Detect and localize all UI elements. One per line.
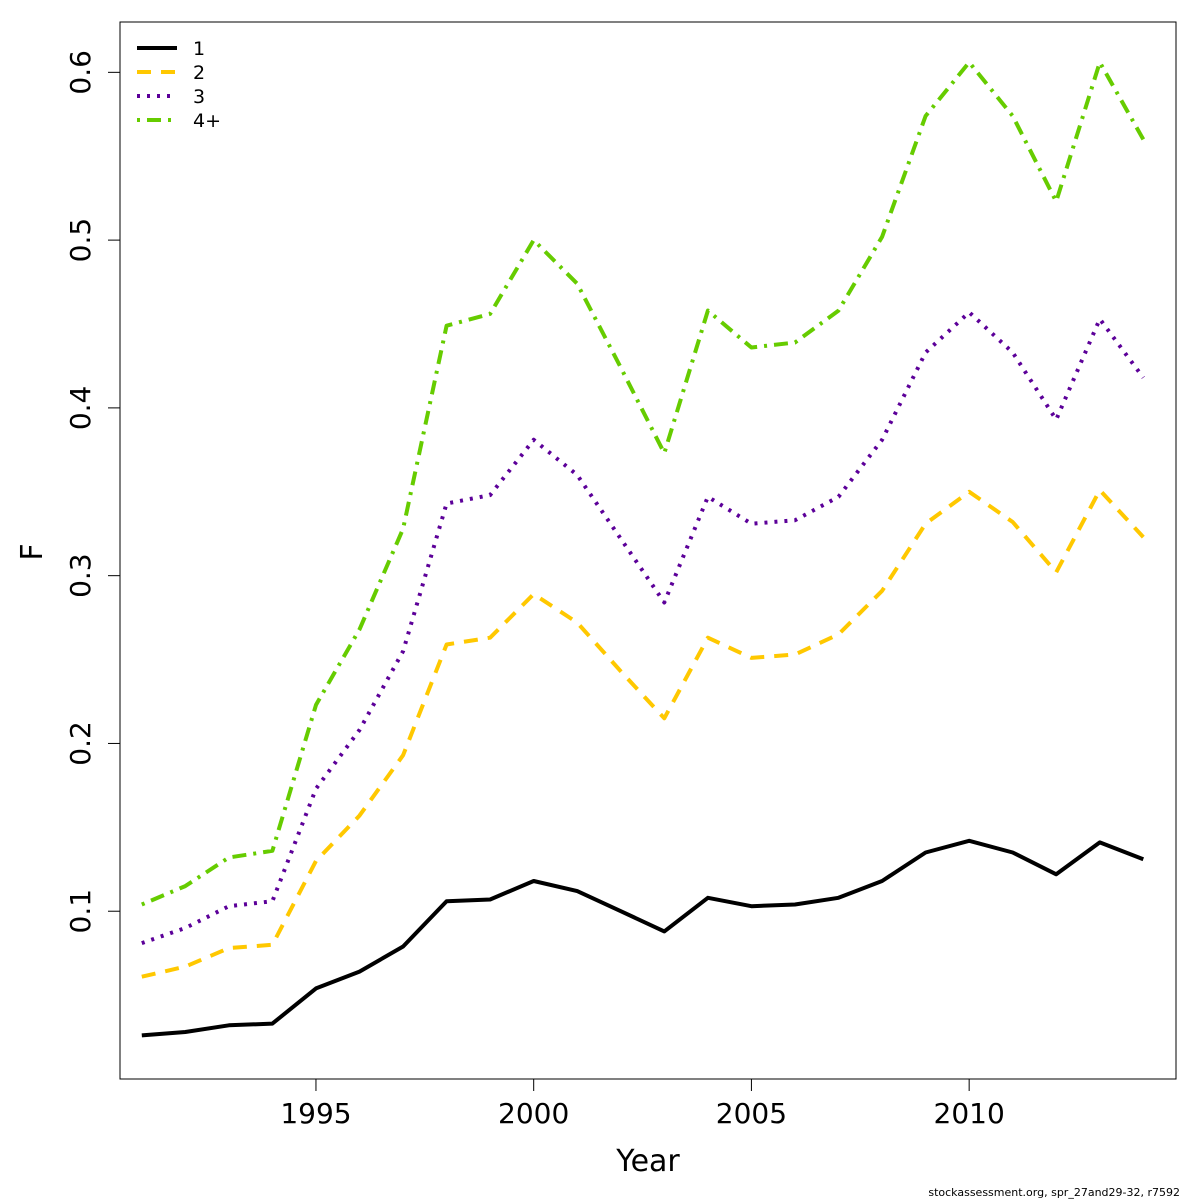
x-tick-label: 2005 <box>716 1097 787 1130</box>
x-tick-label: 2010 <box>934 1097 1005 1130</box>
y-tick-label: 0.5 <box>64 218 97 263</box>
x-axis: 1995 2000 2005 2010 <box>280 1079 1005 1130</box>
legend-label: 3 <box>193 86 205 108</box>
y-tick-label: 0.6 <box>64 50 97 95</box>
series-line-3 <box>141 310 1145 945</box>
x-axis-title: Year <box>615 1144 680 1179</box>
y-tick-label: 0.3 <box>64 553 97 598</box>
series-layer <box>141 60 1146 1038</box>
plot-frame <box>119 21 1177 1080</box>
legend-label: 2 <box>193 62 205 84</box>
x-tick-label: 2000 <box>498 1097 569 1130</box>
y-tick-label: 0.2 <box>64 721 97 766</box>
series-line-1 <box>141 838 1145 1038</box>
y-tick-label: 0.4 <box>64 386 97 431</box>
y-axis-title: F <box>15 543 50 560</box>
footer-note: stockassessment.org, spr_27and29-32, r75… <box>928 1186 1180 1199</box>
y-tick-label: 0.1 <box>64 889 97 934</box>
series-line-2 <box>141 488 1145 979</box>
series-line-4 <box>141 60 1146 907</box>
legend-label: 4+ <box>193 110 221 132</box>
y-axis: 0.1 0.2 0.3 0.4 0.5 0.6 <box>64 50 120 933</box>
x-tick-label: 1995 <box>280 1097 351 1130</box>
legend-label: 1 <box>193 38 205 60</box>
